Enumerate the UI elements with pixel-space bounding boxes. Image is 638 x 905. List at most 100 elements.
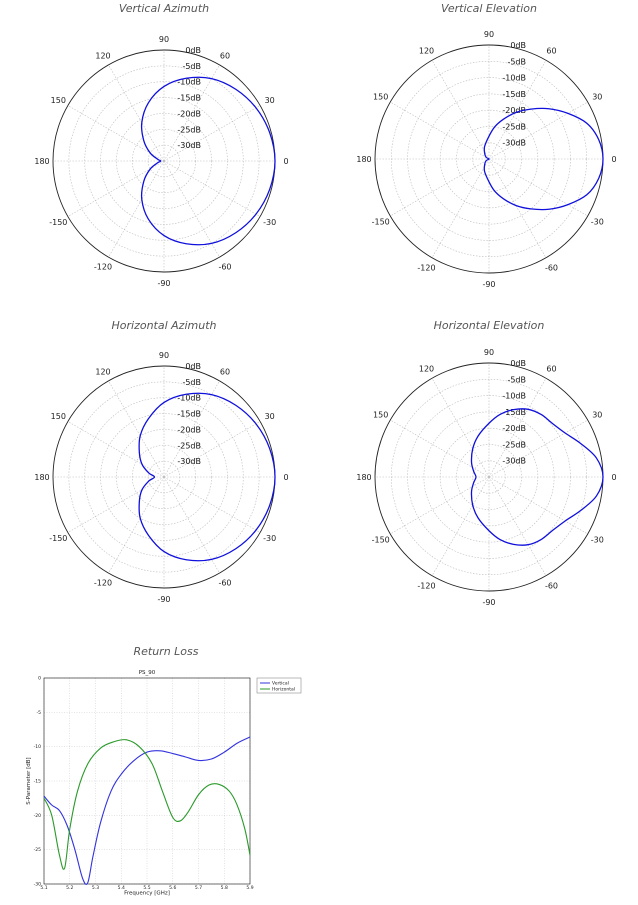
grid-spoke [108,64,165,162]
grid-spoke [488,419,588,478]
plot-frame [43,677,251,885]
angle-tick-label: -120 [94,263,112,272]
pattern-curve [138,392,276,562]
grid-ring [131,128,197,194]
radial-tick-label: -20dB [177,425,201,434]
angle-tick-label: 0 [611,155,616,164]
grid-spoke [163,421,261,478]
radial-tick-label: -20dB [177,109,201,118]
grid-ring [68,381,260,573]
radial-tick-label: -5dB [507,375,526,384]
x-tick-label: 5.9 [246,885,253,891]
chart-title: Horizontal Azimuth [112,319,217,332]
grid-ring [456,126,522,192]
y-axis-label: S-Parameter [dB] [26,757,32,804]
radial-tick-label: -15dB [502,408,526,417]
grid-ring [116,429,212,525]
x-tick-label: 5.2 [66,885,73,891]
pattern-curve [140,76,276,246]
y-tick-label: -10 [34,744,41,750]
angle-tick-label: -30 [263,534,276,543]
x-axis-label: Frequency [GHz] [124,891,170,897]
radial-tick-label: 0dB [185,46,201,55]
y-tick-label: 0 [38,676,41,682]
chart-title: Horizontal Elevation [434,319,545,332]
grid-spoke [163,160,261,217]
angle-tick-label: 30 [265,96,275,105]
radial-tick-label: -30dB [177,457,201,466]
grid-ring [68,65,260,257]
angle-tick-label: -30 [591,218,604,227]
angle-tick-label: 180 [356,473,371,482]
radial-tick-label: -10dB [502,392,526,401]
pattern-curve [483,107,604,211]
radial-tick-label: -5dB [507,57,526,66]
angle-tick-label: -150 [372,536,390,545]
pattern-curve [470,408,604,546]
grid-ring [456,444,522,510]
x-tick-label: 5.6 [169,885,176,891]
grid-spoke [163,105,261,162]
angle-tick-label: 150 [51,412,66,421]
angle-tick-label: 120 [95,51,110,60]
angle-tick-label: -90 [157,279,170,288]
angle-tick-label: 90 [484,30,494,39]
y-tick-label: -15 [34,779,41,785]
angle-tick-label: 60 [220,367,230,376]
radial-tick-label: -5dB [182,378,201,387]
grid-spoke [67,160,165,217]
x-tick-label: 5.4 [118,885,125,891]
angle-tick-label: 90 [159,351,169,360]
angle-tick-label: -150 [372,218,390,227]
radial-tick-label: -30dB [502,457,526,466]
radial-tick-label: -15dB [177,410,201,419]
grid-spoke [488,101,588,160]
angle-tick-label: 0 [283,473,288,482]
return-loss-chart: Return Loss PS_90 5.1 5.2 5.3 5.4 5.5 5.6 5.7 5.8… [26,645,302,897]
grid-spoke [488,60,547,160]
grid-ring [116,113,212,209]
radial-tick-label: 0dB [510,359,526,368]
angle-tick-label: 120 [95,367,110,376]
chart-subtitle: PS_90 [139,670,156,676]
grid-ring [390,60,588,258]
grid-spoke [163,476,220,574]
x-tick-label: 5.1 [40,885,47,891]
grid-spoke [163,476,261,533]
grid-ring [390,378,588,576]
series-line-horizontal [43,739,251,870]
legend-entry: Vertical [272,681,289,687]
y-tick-label: -5 [37,710,42,716]
radial-tick-label: -25dB [177,125,201,134]
angle-tick-label: -120 [417,581,435,590]
angle-tick-label: 180 [34,157,49,166]
chart-title: Vertical Elevation [441,2,537,15]
legend-entry: Horizontal [272,687,295,693]
angle-tick-label: 0 [611,473,616,482]
polar-chart-3: Horizontal Azimuth 0 30 60 90 120 150 180 -150 -1… [34,319,288,604]
y-tick-label: -20 [34,813,41,819]
angle-tick-label: -30 [591,536,604,545]
grid-spoke [67,421,165,478]
chart-title: Vertical Azimuth [119,2,209,15]
grid-ring [423,93,555,225]
grid-spoke [163,64,220,162]
grid-spoke [67,476,165,533]
angle-tick-label: 60 [546,47,556,56]
grid-spoke [488,378,547,478]
radial-tick-label: -15dB [502,90,526,99]
angle-tick-label: 120 [419,47,434,56]
angle-tick-label: 60 [546,365,556,374]
angle-tick-label: -90 [482,280,495,289]
radial-tick-label: -20dB [502,424,526,433]
angle-tick-label: -120 [94,579,112,588]
x-tick-label: 5.8 [221,885,228,891]
radial-tick-label: -15dB [177,94,201,103]
angle-tick-label: -120 [417,263,435,272]
x-tick-label: 5.5 [143,885,150,891]
y-tick-label: -25 [34,847,41,853]
angle-tick-label: -90 [157,595,170,604]
angle-tick-label: 60 [220,51,230,60]
